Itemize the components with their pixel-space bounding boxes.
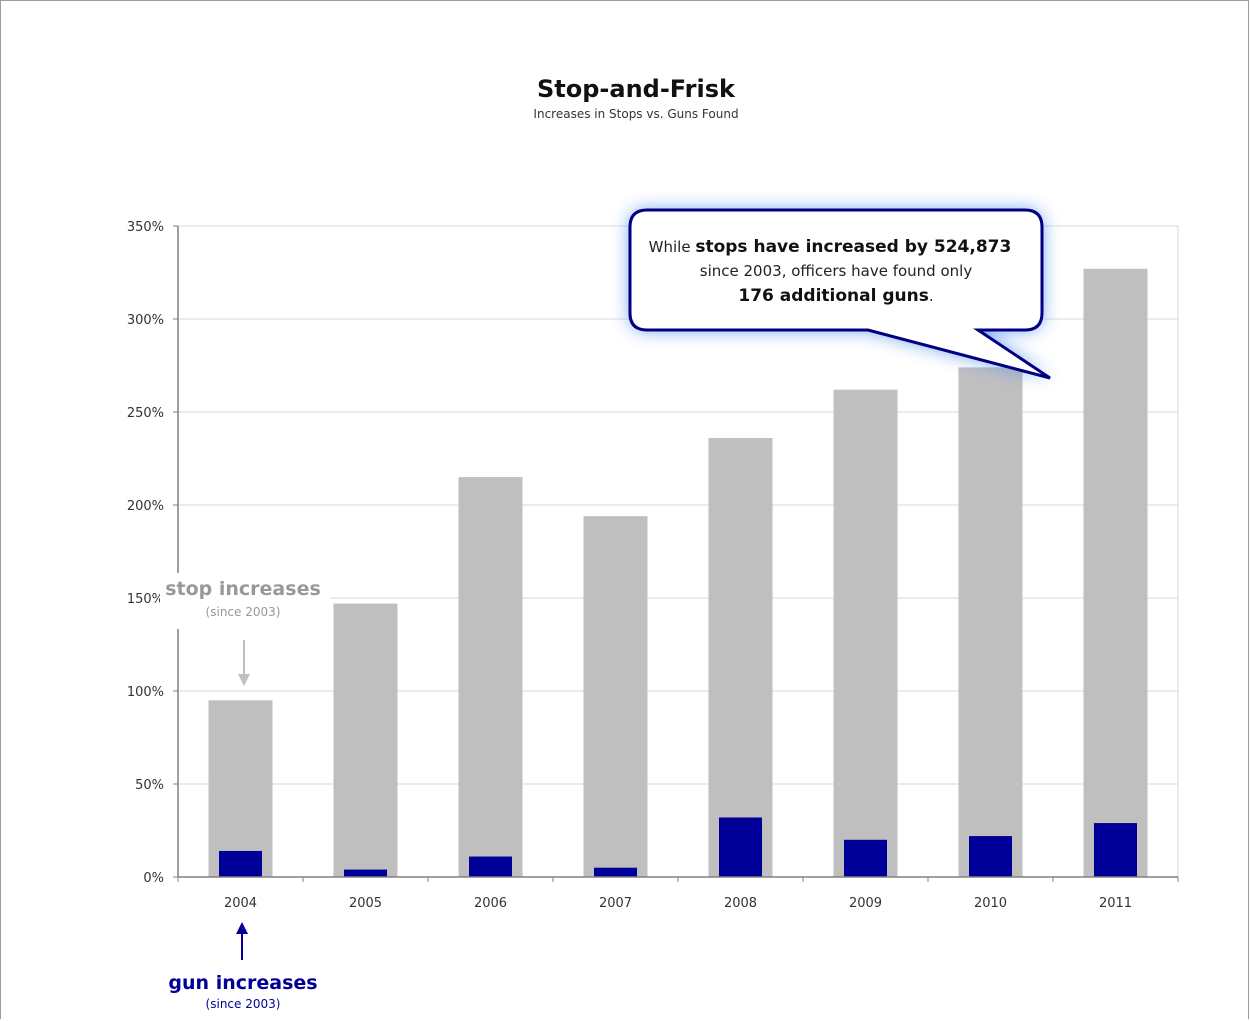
stop-bar-2005 bbox=[333, 603, 398, 877]
y-tick-label-5: 250% bbox=[127, 406, 164, 421]
callout-suffix: . bbox=[929, 287, 934, 305]
x-tick-label-2010: 2010 bbox=[974, 896, 1007, 911]
x-tick-label-2004: 2004 bbox=[224, 896, 257, 911]
x-tick-label-2008: 2008 bbox=[724, 896, 757, 911]
x-tick-label-2011: 2011 bbox=[1099, 896, 1132, 911]
gun-bar-2004 bbox=[219, 850, 262, 877]
x-tick-label-2005: 2005 bbox=[349, 896, 382, 911]
stop-bars bbox=[208, 268, 1148, 877]
gun-bar-2010 bbox=[969, 836, 1012, 877]
y-tick-label-7: 350% bbox=[127, 220, 164, 235]
stop-bar-2010 bbox=[958, 367, 1023, 877]
x-tick-label-2006: 2006 bbox=[474, 896, 507, 911]
stop-increases-sublabel: (since 2003) bbox=[206, 605, 281, 619]
gun-bar-2008 bbox=[719, 817, 762, 877]
stop-increases-label: stop increases bbox=[165, 578, 321, 600]
y-tick-label-1: 50% bbox=[135, 778, 164, 793]
chart-title: Stop-and-Frisk bbox=[537, 75, 736, 103]
callout-line-2: since 2003, officers have found only bbox=[700, 262, 973, 280]
callout-prefix: While bbox=[649, 238, 696, 256]
stop-bar-2006 bbox=[458, 477, 523, 877]
callout-line-1: While stops have increased by 524,873 bbox=[649, 237, 1012, 257]
gun-increases-sublabel: (since 2003) bbox=[206, 997, 281, 1011]
gun-bar-2007 bbox=[594, 867, 637, 877]
stop-bar-2004 bbox=[208, 700, 273, 877]
x-tick-label-2009: 2009 bbox=[849, 896, 882, 911]
stop-label-background bbox=[160, 573, 330, 629]
gun-bar-2011 bbox=[1094, 823, 1137, 877]
y-tick-label-6: 300% bbox=[127, 313, 164, 328]
stop-bar-2008 bbox=[708, 438, 773, 877]
callout-stops-highlight: stops have increased by 524,873 bbox=[695, 237, 1011, 257]
y-tick-label-2: 100% bbox=[127, 685, 164, 700]
stop-bar-2011 bbox=[1083, 268, 1148, 877]
y-tick-label-3: 150% bbox=[127, 592, 164, 607]
x-tick-labels: 2004 2005 2006 2007 2008 2009 2010 2011 bbox=[224, 896, 1132, 911]
stop-bar-2007 bbox=[583, 516, 648, 877]
callout-line-3: 176 additional guns. bbox=[738, 286, 933, 306]
gun-increases-label: gun increases bbox=[168, 972, 317, 994]
callout-bubble: While stops have increased by 524,873 si… bbox=[628, 208, 1051, 380]
x-tick-label-2007: 2007 bbox=[599, 896, 632, 911]
gun-bar-2009 bbox=[844, 839, 887, 877]
gun-bars bbox=[219, 817, 1137, 877]
gun-bar-2005 bbox=[344, 869, 387, 877]
callout-guns-highlight: 176 additional guns bbox=[738, 286, 929, 306]
y-tick-labels: 0% 50% 100% 150% 200% 250% 300% 350% bbox=[127, 220, 164, 886]
chart-subtitle: Increases in Stops vs. Guns Found bbox=[533, 107, 738, 121]
gun-bar-2006 bbox=[469, 856, 512, 877]
y-tick-label-0: 0% bbox=[143, 871, 164, 886]
y-tick-label-4: 200% bbox=[127, 499, 164, 514]
stop-bar-2009 bbox=[833, 389, 898, 877]
